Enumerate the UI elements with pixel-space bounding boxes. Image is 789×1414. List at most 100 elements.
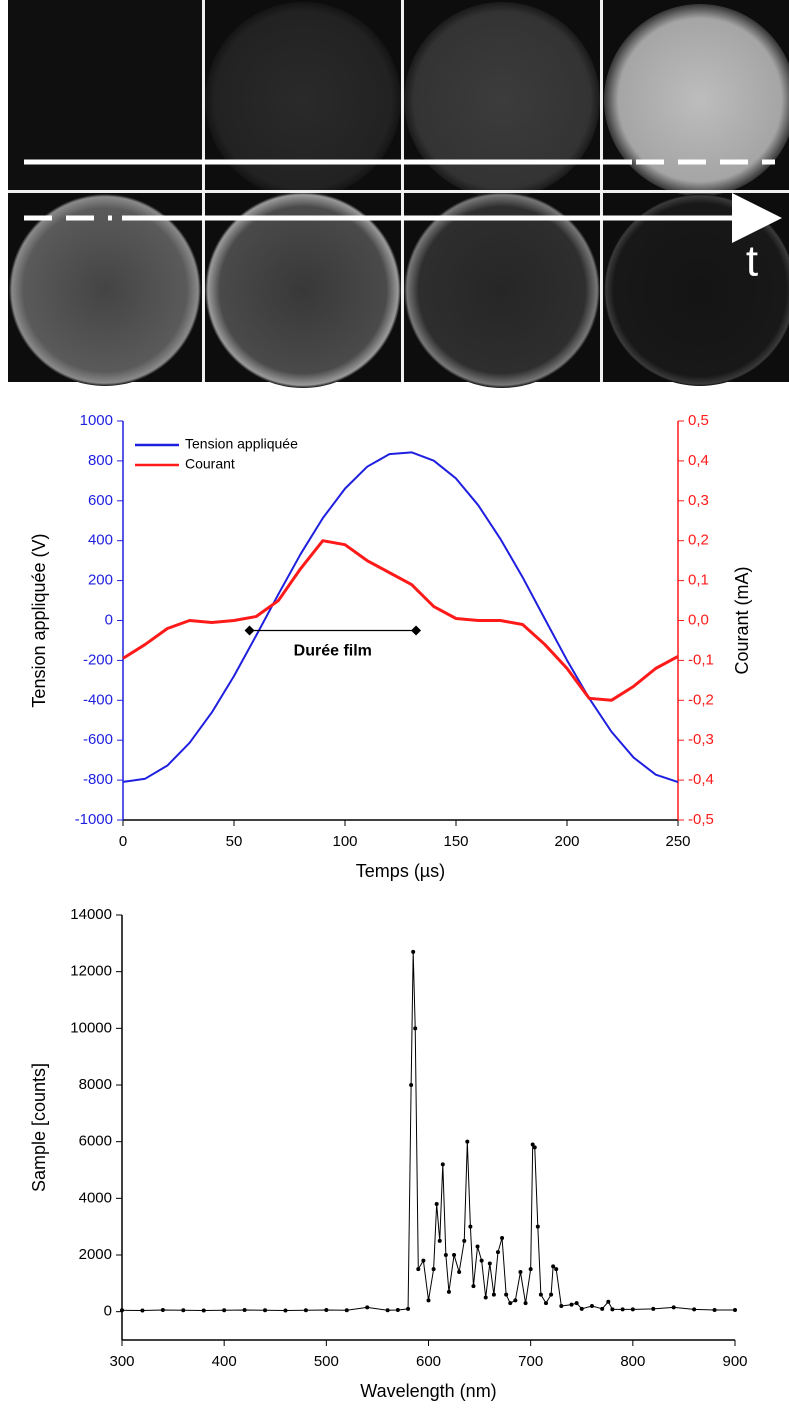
data-point: [523, 1301, 528, 1306]
y-tick-label: -800: [83, 771, 113, 788]
data-point: [140, 1308, 145, 1313]
data-point: [468, 1224, 473, 1229]
photo-frame: [404, 192, 600, 388]
series-line: [121, 951, 735, 1312]
data-point: [242, 1307, 247, 1312]
data-point: [569, 1302, 574, 1307]
series-line: [122, 451, 679, 784]
data-point: [712, 1307, 717, 1312]
data-point: [535, 1224, 540, 1229]
photo-frame: [604, 4, 789, 196]
annotation-text: Durée film: [294, 643, 372, 660]
x-tick-label: 500: [314, 1353, 339, 1370]
data-point: [500, 1236, 505, 1240]
data-point: [440, 1162, 445, 1167]
data-point: [610, 1307, 615, 1312]
x-tick-label: 200: [554, 833, 579, 850]
legend-label: Courant: [185, 456, 235, 472]
x-axis-label: Temps (µs): [356, 861, 445, 881]
data-point: [426, 1298, 431, 1303]
photo-frame: [404, 2, 600, 198]
data-point: [487, 1261, 492, 1266]
y-tick-label: 0: [104, 1303, 112, 1320]
y-axis-label: Tension appliquée (V): [29, 533, 49, 707]
x-tick-label: 250: [665, 833, 690, 850]
photo-frame: [205, 192, 401, 388]
annotation-end: [411, 625, 422, 636]
data-point: [530, 1142, 535, 1147]
data-point: [543, 1301, 548, 1306]
y-tick-label: -600: [83, 731, 113, 748]
x-tick-label: 50: [226, 833, 243, 850]
data-point: [559, 1304, 564, 1308]
series-line: [122, 539, 679, 702]
y-tick-label: 0: [105, 611, 113, 628]
y-axis-label: Sample [counts]: [29, 1063, 49, 1192]
y-tick-label: 12000: [70, 963, 112, 980]
x-tick-label: 800: [620, 1353, 645, 1370]
y-tick-label: 4000: [79, 1189, 112, 1206]
chart: 300 400 500 600 700 800 900 0 2000 4000 6000 8000 10…: [29, 906, 748, 1401]
data-point: [365, 1305, 370, 1310]
x-tick-label: 0: [119, 833, 127, 850]
photo-dividers: [8, 0, 789, 382]
data-point: [606, 1299, 611, 1304]
annotation-end: [244, 625, 255, 636]
y-tick-label: 1000: [80, 412, 113, 429]
chart: 0 50 100 150 200 250 -1000 -800 -600 -400 -200 0 200…: [29, 412, 752, 881]
data-point: [518, 1270, 523, 1274]
data-point: [600, 1306, 605, 1311]
data-point: [434, 1202, 439, 1206]
data-point: [532, 1145, 537, 1150]
y-tick-label: -400: [83, 691, 113, 708]
data-point: [589, 1304, 594, 1308]
data-point: [201, 1308, 206, 1313]
data-point: [471, 1284, 476, 1289]
y2-tick-label: -0,3: [688, 731, 714, 748]
y2-tick-label: 0,1: [688, 572, 709, 589]
y2-tick-label: 0,4: [688, 452, 709, 469]
x-tick-label: 300: [109, 1353, 134, 1370]
data-point: [495, 1250, 500, 1255]
photo-frame: [205, 2, 401, 198]
data-point: [671, 1305, 676, 1310]
data-point: [457, 1270, 462, 1274]
y-tick-label: 2000: [79, 1246, 112, 1263]
y2-tick-label: 0,0: [688, 611, 709, 628]
x-tick-label: 600: [416, 1353, 441, 1370]
data-point: [411, 949, 416, 954]
data-point: [475, 1244, 480, 1249]
y-tick-label: -200: [83, 651, 113, 668]
data-point: [554, 1267, 559, 1272]
data-point: [491, 1292, 496, 1297]
data-point: [395, 1307, 400, 1312]
data-point: [181, 1308, 186, 1313]
data-point: [409, 1083, 414, 1087]
photo-frame: [9, 194, 201, 386]
data-point: [733, 1307, 737, 1312]
x-tick-label: 900: [722, 1353, 747, 1370]
data-point: [344, 1308, 349, 1313]
x-tick-label: 100: [332, 833, 357, 850]
photo-frame: [8, 0, 202, 190]
y2-axis-label: Courant (mA): [732, 566, 752, 674]
data-point: [324, 1307, 329, 1312]
data-point: [651, 1306, 656, 1311]
y-tick-label: 10000: [70, 1019, 112, 1036]
data-point: [465, 1139, 470, 1144]
y-tick-label: 800: [88, 452, 113, 469]
data-point: [431, 1267, 436, 1272]
data-point: [446, 1289, 451, 1294]
x-tick-label: 150: [443, 833, 468, 850]
data-point: [528, 1267, 533, 1272]
data-point: [508, 1301, 513, 1306]
y2-tick-label: 0,5: [688, 412, 709, 429]
data-point: [538, 1292, 543, 1297]
data-point: [385, 1308, 390, 1313]
data-point: [574, 1301, 579, 1306]
data-point: [692, 1307, 697, 1312]
data-point: [413, 1026, 418, 1031]
data-point: [630, 1307, 635, 1312]
